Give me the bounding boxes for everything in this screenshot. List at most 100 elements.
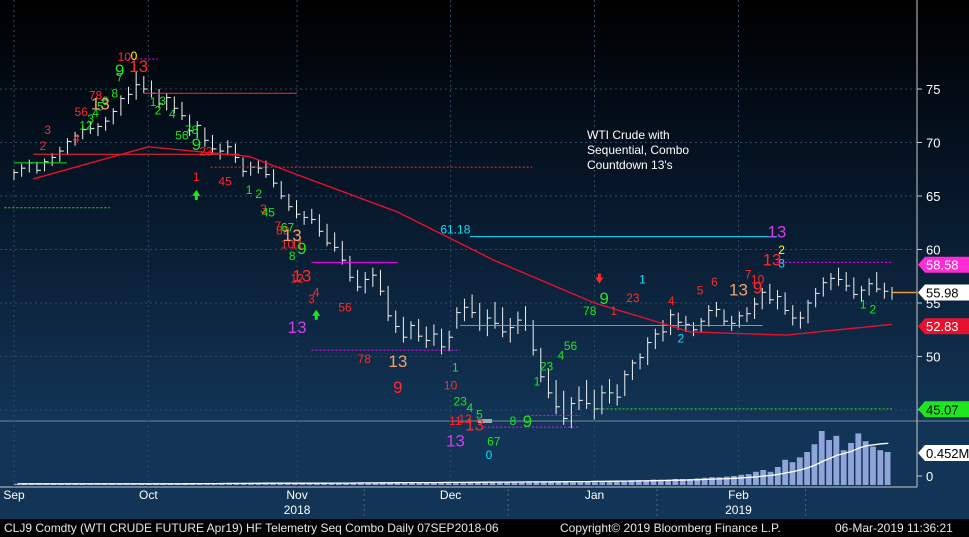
volume-bar (592, 480, 598, 485)
countdown-label: 78 (89, 89, 103, 103)
countdown-label: 7 (745, 267, 752, 281)
countdown-label: 8 (289, 249, 296, 263)
copyright-text: Copyright© 2019 Bloomberg Finance L.P. (560, 521, 781, 535)
countdown-label: 45 (218, 174, 232, 188)
volume-bar (335, 482, 342, 485)
countdown-label: 4 (668, 294, 675, 308)
volume-bar (811, 444, 818, 485)
security-description: CLJ9 Comdty (WTI CRUDE FUTURE Apr19) HF … (4, 521, 499, 535)
countdown-label: 10 (751, 273, 765, 287)
countdown-label: 4 (92, 106, 99, 120)
countdown-label: 9 (115, 61, 124, 80)
countdown-label: 7 (116, 71, 123, 85)
volume-bar (796, 457, 803, 485)
volume-bar (745, 474, 752, 485)
countdown-label: 10 (444, 379, 458, 393)
price-tick-label: 50 (926, 350, 940, 365)
volume-bar (255, 483, 262, 485)
volume-bar (511, 482, 518, 485)
countdown-label: 3 (260, 202, 267, 216)
volume-bar (840, 450, 847, 485)
price-tag (918, 318, 969, 335)
countdown-label: 56 (564, 339, 578, 353)
countdown-label: 3 (87, 112, 94, 126)
price-chart: 45505560657075SepOctNovDecJanFeb20182019… (0, 0, 969, 517)
countdown-label: 13 (91, 94, 110, 113)
panel-resize-handle (478, 419, 492, 423)
price-tag-label: 52.83 (926, 319, 959, 334)
countdown-label: 67 (487, 434, 501, 448)
volume-bar (474, 482, 481, 485)
volume-bar (299, 483, 306, 485)
countdown-label: 1 (639, 273, 646, 287)
countdown-label: 56 (175, 128, 189, 142)
countdown-label: 13 (446, 431, 465, 450)
countdown-label: 61.18 (440, 222, 470, 236)
volume-bar (650, 479, 657, 485)
volume-bar (292, 483, 298, 485)
volume-bar (723, 476, 730, 485)
volume-bar (584, 481, 591, 485)
countdown-label: 4 (466, 401, 473, 415)
countdown-label: 78 (185, 123, 199, 137)
countdown-label: 1 (452, 360, 459, 374)
volume-bar (14, 483, 20, 485)
volume-bar (496, 482, 503, 485)
volume-bar (372, 482, 379, 485)
timestamp: 06-Mar-2019 11:36:21 (835, 521, 953, 535)
volume-bar (628, 480, 635, 485)
countdown-label: 5 (97, 99, 104, 113)
countdown-label: 56 (338, 301, 352, 315)
countdown-label: 13 (283, 226, 302, 245)
countdown-label: 89 (276, 224, 290, 238)
volume-tag (918, 445, 969, 461)
volume-bar (672, 479, 679, 485)
countdown-label: 9 (192, 135, 201, 154)
countdown-label: 78 (583, 304, 597, 318)
volume-bar (884, 452, 891, 485)
volume-bar (350, 482, 357, 485)
volume-bar (321, 483, 328, 485)
countdown-label: 13 (288, 318, 307, 337)
volume-bar (606, 480, 613, 485)
countdown-label: 2 (778, 243, 785, 257)
moving-average-line (33, 146, 893, 336)
price-tag-label: 58.58 (926, 258, 959, 273)
volume-bar (387, 482, 393, 485)
countdown-label: 23 (199, 144, 213, 158)
countdown-label: 2 (869, 303, 876, 317)
volume-bar (540, 481, 547, 485)
volume-bar (716, 477, 723, 485)
countdown-label: 3 (308, 292, 315, 306)
volume-bar (577, 481, 584, 485)
countdown-label: 0 (486, 448, 493, 462)
countdown-label: 4 (169, 107, 176, 121)
volume-bar (548, 481, 554, 485)
volume-bar (394, 482, 401, 485)
volume-bar (687, 479, 693, 485)
annotation-text: Countdown 13's (587, 158, 673, 172)
volume-bar (467, 482, 474, 485)
volume-bar (379, 482, 386, 485)
volume-bar (562, 481, 569, 485)
countdown-label: 13 (129, 57, 148, 76)
countdown-label: 4 (558, 349, 565, 363)
volume-bar (570, 481, 576, 485)
countdown-label: 3 (778, 257, 785, 271)
volume-bar (365, 482, 372, 485)
countdown-label: 12 (79, 119, 93, 133)
volume-bar (657, 479, 664, 485)
countdown-label: 13 (729, 281, 748, 300)
countdown-label: 4 (313, 286, 320, 300)
month-label: Feb (728, 488, 749, 502)
countdown-label: 9 (393, 378, 402, 397)
volume-bar (445, 482, 452, 485)
countdown-label: 1 (860, 297, 867, 311)
volume-bar (635, 480, 642, 485)
volume-bar (226, 483, 232, 485)
price-tag (918, 284, 969, 301)
countdown-label: 12 (290, 272, 304, 286)
countdown-label: 9 (297, 239, 306, 258)
countdown-label: 2 (155, 104, 162, 118)
volume-bar (555, 481, 562, 485)
